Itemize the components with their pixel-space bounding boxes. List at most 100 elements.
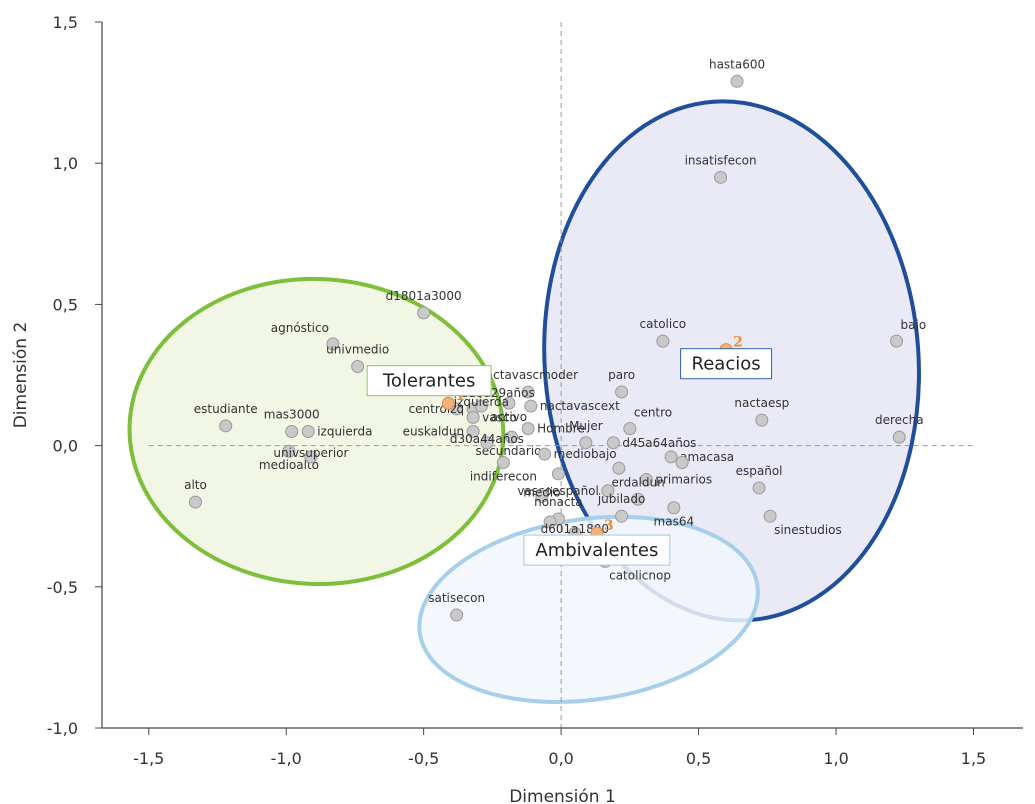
x-tick-label: -1,0 [271,749,302,768]
point-label: insatisfecon [685,153,757,167]
group-label-box [680,348,773,380]
point-label: secundarios [475,444,547,458]
point-label: derecha [875,413,924,427]
point-marker [524,399,538,413]
point-label: izquierda [317,424,372,438]
point-label: español [736,464,783,478]
point-label: mediobajo [554,447,617,461]
point-label: erdaldun [611,475,664,489]
point-marker [535,489,549,503]
point-label: izquierda [454,395,509,409]
x-tick-label: -1,5 [133,749,164,768]
x-tick-label: 0,0 [548,749,573,768]
centroid-number: 2 [733,335,743,351]
point-marker [351,360,365,374]
point-marker [890,334,904,348]
point-marker [606,436,620,450]
point-label: catolico [640,317,687,331]
x-tick-label: 0,5 [686,749,711,768]
point-marker [285,424,299,438]
point-marker [730,74,744,88]
point-label: medioalto [259,458,319,472]
point-marker [474,399,488,413]
point-label: paro [608,368,635,382]
x-tick-label: -0,5 [408,749,439,768]
point-label: primarios [655,472,712,486]
point-marker [755,413,769,427]
point-marker [521,422,535,436]
point-label: estudiante [194,402,258,416]
centroid-marker [441,396,455,410]
point-marker [615,385,629,399]
point-marker [892,430,906,444]
group-label-reacios: Reacios [692,354,761,375]
point-marker [417,306,431,320]
point-marker [612,461,626,475]
point-marker [656,334,670,348]
point-label: catolicnop [609,568,671,582]
point-label: nactavascmoder [478,368,578,382]
y-tick-label: 0,0 [53,437,78,456]
point-marker [543,515,557,529]
point-marker [301,424,315,438]
centroid-number: 3 [604,518,614,534]
point-label: euskaldun [403,424,465,438]
y-tick-label: 1,5 [53,13,78,32]
point-label: nactavascext [540,399,620,413]
point-marker [188,495,202,509]
x-tick-label: 1,5 [961,749,986,768]
point-marker [450,608,464,622]
group-labels: Tolerantes Reacios Ambivalentes [366,348,773,566]
point-label: mas3000 [264,407,320,421]
point-marker [667,501,681,515]
point-marker [496,456,510,470]
point-label: d1801a3000 [386,289,462,303]
point-marker [505,430,519,444]
point-label: univsuperior [273,446,348,460]
point-marker [752,481,766,495]
point-label: d30a44años [450,432,524,446]
point-marker [579,436,593,450]
point-marker [675,456,689,470]
category-points: hasta600 insatisfecon d1801a3000 catolico ba… [184,57,927,622]
x-tick-label: 1,0 [823,749,848,768]
point-marker [639,472,653,486]
x-axis-title: Dimensión 1 [509,787,616,804]
point-label: agnóstico [271,321,329,335]
point-marker [326,337,340,351]
point-label: amacasa [680,450,734,464]
point-label: activo [491,410,527,424]
point-label: indiferecon [470,470,537,484]
group-label-box [523,534,671,566]
point-marker [538,447,552,461]
point-label: Hombre [537,422,585,436]
point-label: jubilado [597,492,646,506]
point-marker [664,450,678,464]
point-label: Mujer [569,419,603,433]
point-marker [631,492,645,506]
centroid-number: 1 [455,388,465,404]
y-axis-title: Dimensión 2 [11,322,31,429]
point-label: nonacta [534,495,583,509]
point-label: d45a64años [622,436,696,450]
ellipse-tolerantes [127,276,506,587]
point-marker [601,484,615,498]
point-label: bajo [901,318,927,332]
point-marker [466,424,480,438]
point-label: satisecon [428,591,485,605]
point-label: hasta600 [709,57,765,71]
point-marker [502,396,516,410]
point-marker [466,410,480,424]
point-label: nactaesp [734,396,789,410]
point-label: alto [184,478,207,492]
point-label: univmedio [326,343,389,357]
point-marker [763,509,777,523]
point-label: mas64 [654,515,695,529]
point-marker [521,385,535,399]
point-marker [219,419,233,433]
point-marker [282,444,296,458]
point-label: sinestudios [774,523,842,537]
point-marker [551,467,565,481]
point-label: medio [523,485,560,499]
